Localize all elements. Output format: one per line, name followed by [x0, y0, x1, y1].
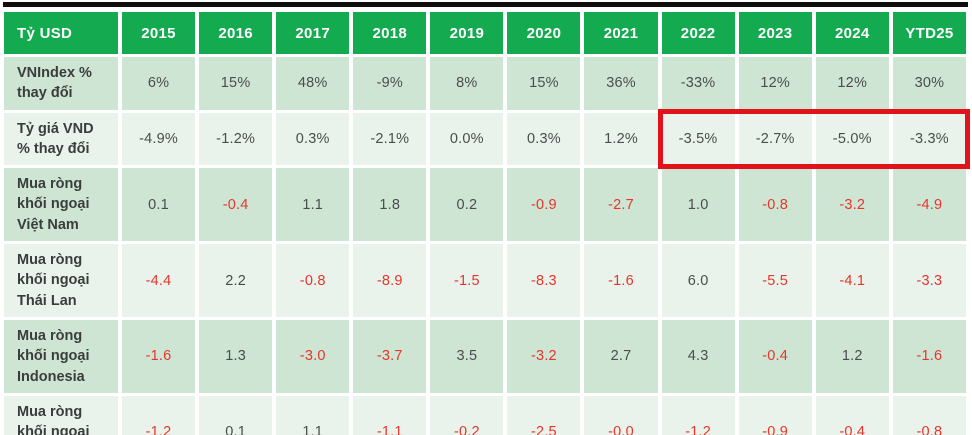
value-cell: -1.6: [122, 319, 196, 393]
table-row: Mua ròng khối ngoại Indonesia -1.6 1.3 -3.0…: [4, 319, 966, 393]
value-cell: 0.2: [430, 168, 504, 242]
year-header-cell: 2017: [276, 12, 350, 54]
value-cell: 15%: [507, 57, 581, 110]
value-cell: -33%: [661, 57, 735, 110]
year-header-cell: 2023: [738, 12, 812, 54]
value-cell: -1.5: [430, 244, 504, 317]
year-header-cell: 2016: [199, 12, 273, 54]
value-cell: 1.2: [815, 319, 889, 393]
value-cell: 12%: [738, 57, 812, 110]
row-label-cell: VNIndex % thay đổi: [4, 57, 118, 110]
value-cell: -4.9: [892, 168, 966, 242]
value-cell: -1.6: [892, 319, 966, 393]
table-body: VNIndex % thay đổi 6% 15% 48% -9% 8% 15% 36% -33…: [4, 57, 966, 435]
value-cell: -3.7: [353, 319, 427, 393]
value-cell: -2.1%: [353, 112, 427, 166]
value-cell: 8%: [430, 57, 504, 110]
value-cell: -3.2: [507, 319, 581, 393]
value-cell: -9%: [353, 57, 427, 110]
value-cell: -1.6: [584, 244, 658, 317]
value-cell: -1.2%: [199, 112, 273, 166]
value-cell: -5.5: [738, 244, 812, 317]
value-cell: -0.4: [199, 168, 273, 242]
value-cell: -4.1: [815, 244, 889, 317]
value-cell: 1.8: [353, 168, 427, 242]
value-cell: 1.2%: [584, 112, 658, 166]
value-cell: -3.0: [276, 319, 350, 393]
value-cell: 36%: [584, 57, 658, 110]
value-cell: 0.3%: [507, 112, 581, 166]
value-cell: 2.7: [584, 319, 658, 393]
value-cell: 1.1: [276, 395, 350, 435]
value-cell: 2.2: [199, 244, 273, 317]
year-header-cell: 2018: [353, 12, 427, 54]
value-cell: -3.3%: [892, 112, 966, 166]
header-row: Tỷ USD 2015 2016 2017 2018 2019 2020 2021 2022 2…: [4, 12, 966, 54]
value-cell: -1.2: [661, 395, 735, 435]
year-header-cell: 2024: [815, 12, 889, 54]
value-cell: -0.4: [738, 319, 812, 393]
table-header: Tỷ USD 2015 2016 2017 2018 2019 2020 2021 2022 2…: [4, 12, 966, 54]
year-header-cell: YTD25: [892, 12, 966, 54]
value-cell: 4.3: [661, 319, 735, 393]
value-cell: -3.5%: [661, 112, 735, 166]
value-cell: -2.5: [507, 395, 581, 435]
value-cell: -1.1: [353, 395, 427, 435]
value-cell: 6.0: [661, 244, 735, 317]
value-cell: 3.5: [430, 319, 504, 393]
value-cell: -3.2: [815, 168, 889, 242]
value-cell: -0.2: [430, 395, 504, 435]
year-header-cell: 2020: [507, 12, 581, 54]
year-header-cell: 2022: [661, 12, 735, 54]
value-cell: 6%: [122, 57, 196, 110]
year-header-cell: 2019: [430, 12, 504, 54]
row-label-cell: Mua ròng khối ngoại Thái Lan: [4, 244, 118, 317]
value-cell: -0.0: [584, 395, 658, 435]
value-cell: -8.3: [507, 244, 581, 317]
value-cell: -0.8: [276, 244, 350, 317]
value-cell: 30%: [892, 57, 966, 110]
cropped-title-bar: [3, 2, 968, 7]
value-cell: 0.0%: [430, 112, 504, 166]
row-label-cell: Mua ròng khối ngoại Philippines: [4, 395, 118, 435]
value-cell: 15%: [199, 57, 273, 110]
value-cell: -3.3: [892, 244, 966, 317]
year-header-cell: 2015: [122, 12, 196, 54]
value-cell: -8.9: [353, 244, 427, 317]
row-label-cell: Mua ròng khối ngoại Indonesia: [4, 319, 118, 393]
market-flows-table: Tỷ USD 2015 2016 2017 2018 2019 2020 2021 2022 2…: [0, 9, 970, 435]
value-cell: 0.3%: [276, 112, 350, 166]
value-cell: -2.7: [584, 168, 658, 242]
row-label-cell: Tỷ giá VND % thay đổi: [4, 112, 118, 166]
unit-header-cell: Tỷ USD: [4, 12, 118, 54]
value-cell: -4.9%: [122, 112, 196, 166]
value-cell: -4.4: [122, 244, 196, 317]
value-cell: -5.0%: [815, 112, 889, 166]
value-cell: 1.0: [661, 168, 735, 242]
value-cell: 0.1: [199, 395, 273, 435]
table-row: Mua ròng khối ngoại Philippines-1.20.11.…: [4, 395, 966, 435]
value-cell: -1.2: [122, 395, 196, 435]
value-cell: -0.8: [738, 168, 812, 242]
value-cell: -0.4: [815, 395, 889, 435]
value-cell: 0.1: [122, 168, 196, 242]
table-row: Mua ròng khối ngoại Việt Nam 0.1 -0.4 1.1 1.…: [4, 168, 966, 242]
value-cell: 12%: [815, 57, 889, 110]
row-label-cell: Mua ròng khối ngoại Việt Nam: [4, 168, 118, 242]
value-cell: -0.9: [738, 395, 812, 435]
value-cell: -0.9: [507, 168, 581, 242]
table-row: Tỷ giá VND % thay đổi -4.9% -1.2% 0.3% -2.1%…: [4, 112, 966, 166]
value-cell: 1.3: [199, 319, 273, 393]
value-cell: -2.7%: [738, 112, 812, 166]
value-cell: 48%: [276, 57, 350, 110]
table-row: VNIndex % thay đổi 6% 15% 48% -9% 8% 15% 36% -33…: [4, 57, 966, 110]
table-row: Mua ròng khối ngoại Thái Lan -4.4 2.2 -0.8-…: [4, 244, 966, 317]
value-cell: 1.1: [276, 168, 350, 242]
year-header-cell: 2021: [584, 12, 658, 54]
value-cell: -0.8: [892, 395, 966, 435]
